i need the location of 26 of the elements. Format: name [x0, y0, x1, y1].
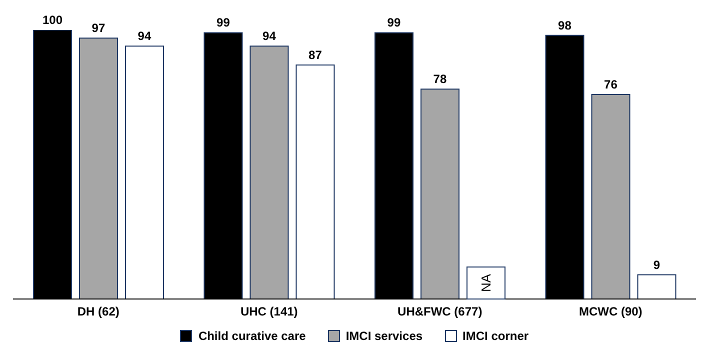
data-label: 94: [138, 29, 152, 44]
x-tick-label: UH&FWC (677): [398, 304, 482, 319]
x-tick-label: DH (62): [77, 304, 120, 319]
data-label: 87: [308, 48, 322, 62]
bar: [420, 88, 460, 299]
x-tick-label: UHC (141): [240, 304, 298, 319]
data-label: 99: [387, 16, 401, 30]
bar: [250, 46, 289, 299]
data-label: 76: [604, 78, 618, 92]
legend-label: Child curative care: [197, 329, 306, 343]
legend-label: IMCI services: [344, 329, 423, 343]
x-tick-label: MCWC (90): [578, 304, 642, 319]
data-label: 9: [653, 258, 660, 272]
bar: [124, 46, 164, 299]
data-label: 78: [433, 72, 447, 86]
legend-label: IMCI corner: [462, 329, 529, 343]
data-label: 98: [558, 18, 572, 32]
placeholder-box: NA: [466, 266, 506, 300]
bar: [78, 38, 118, 299]
bar: [296, 64, 335, 299]
data-label: 99: [216, 16, 230, 30]
bar: [637, 274, 676, 299]
data-label: 97: [92, 21, 106, 36]
data-label: 94: [262, 29, 276, 44]
data-label: 100: [42, 13, 63, 27]
bar: [591, 94, 630, 299]
